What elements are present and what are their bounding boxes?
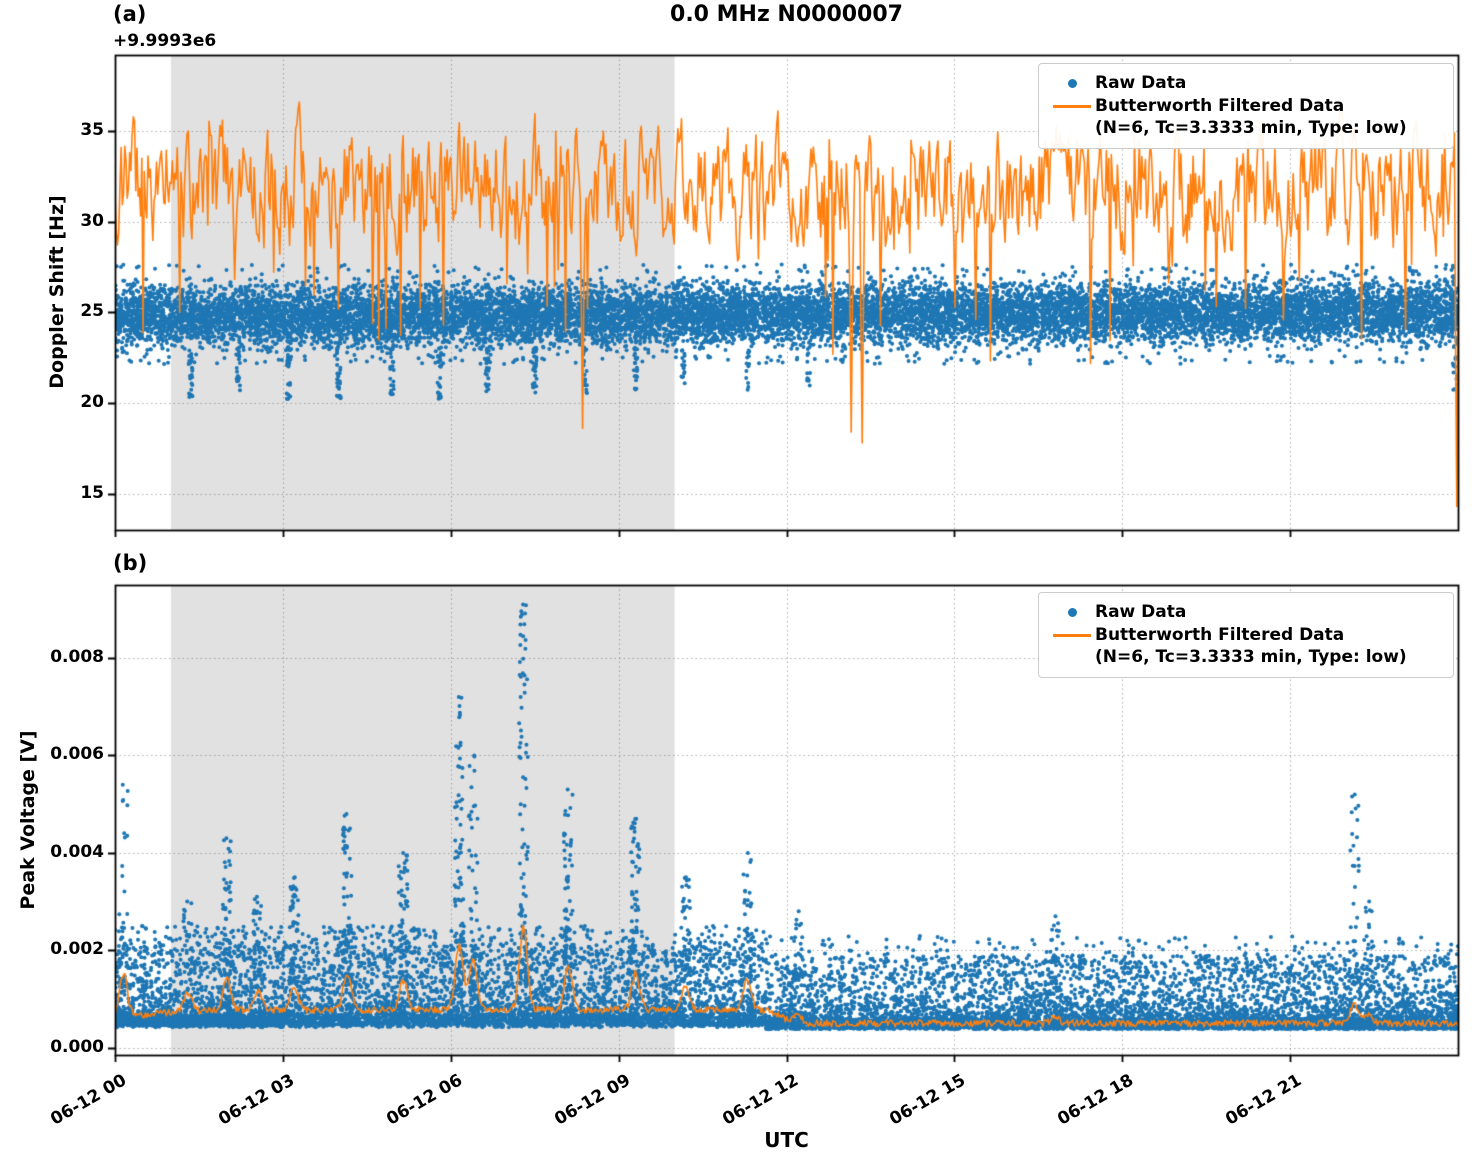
y-tick-label: 30 (80, 210, 104, 231)
y-tick-label: 0.000 (50, 1036, 104, 1057)
legend-marker-column (1049, 73, 1095, 94)
legend-filtered-data-label: Butterworth Filtered Data (N=6, Tc=3.333… (1095, 96, 1407, 138)
legend-item-filtered-data: Butterworth Filtered Data (N=6, Tc=3.333… (1049, 96, 1443, 139)
y-axis-label-doppler: Doppler Shift [Hz] (46, 195, 68, 389)
legend-raw-data-label: Raw Data (1095, 602, 1187, 622)
y-tick-label: 0.006 (50, 744, 104, 765)
y-tick-label: 0.002 (50, 939, 104, 960)
filtered-data-marker-icon (1053, 634, 1091, 638)
legend-raw-data-label: Raw Data (1095, 73, 1187, 93)
y-tick-label: 20 (80, 392, 104, 413)
raw-data-marker-icon (1067, 608, 1077, 617)
legend-item-filtered-data: Butterworth Filtered Data (N=6, Tc=3.333… (1049, 625, 1443, 668)
panel-b-label: (b) (113, 551, 148, 575)
legend-marker-column (1049, 96, 1095, 117)
y-tick-label: 0.008 (50, 647, 104, 668)
figure-title: 0.0 MHz N0000007 (670, 2, 903, 27)
y-axis-offset-label: +9.9993e6 (113, 31, 217, 51)
y-tick-label: 35 (80, 120, 104, 141)
legend-panel-a: Raw Data Butterworth Filtered Data (N=6,… (1038, 63, 1454, 149)
legend-filtered-data-label: Butterworth Filtered Data (N=6, Tc=3.333… (1095, 625, 1407, 667)
y-tick-label: 15 (80, 482, 104, 503)
filtered-data-marker-icon (1053, 105, 1091, 109)
legend-marker-column (1049, 602, 1095, 623)
legend-item-raw-data: Raw Data (1049, 73, 1443, 94)
y-axis-label-voltage: Peak Voltage [V] (17, 730, 39, 910)
y-tick-label: 0.004 (50, 841, 104, 862)
raw-data-marker-icon (1067, 79, 1077, 88)
legend-marker-column (1049, 625, 1095, 646)
legend-item-raw-data: Raw Data (1049, 602, 1443, 623)
legend-panel-b: Raw Data Butterworth Filtered Data (N=6,… (1038, 592, 1454, 678)
x-axis-label: UTC (764, 1128, 809, 1152)
panel-a-label: (a) (113, 2, 147, 26)
y-tick-label: 25 (80, 301, 104, 322)
